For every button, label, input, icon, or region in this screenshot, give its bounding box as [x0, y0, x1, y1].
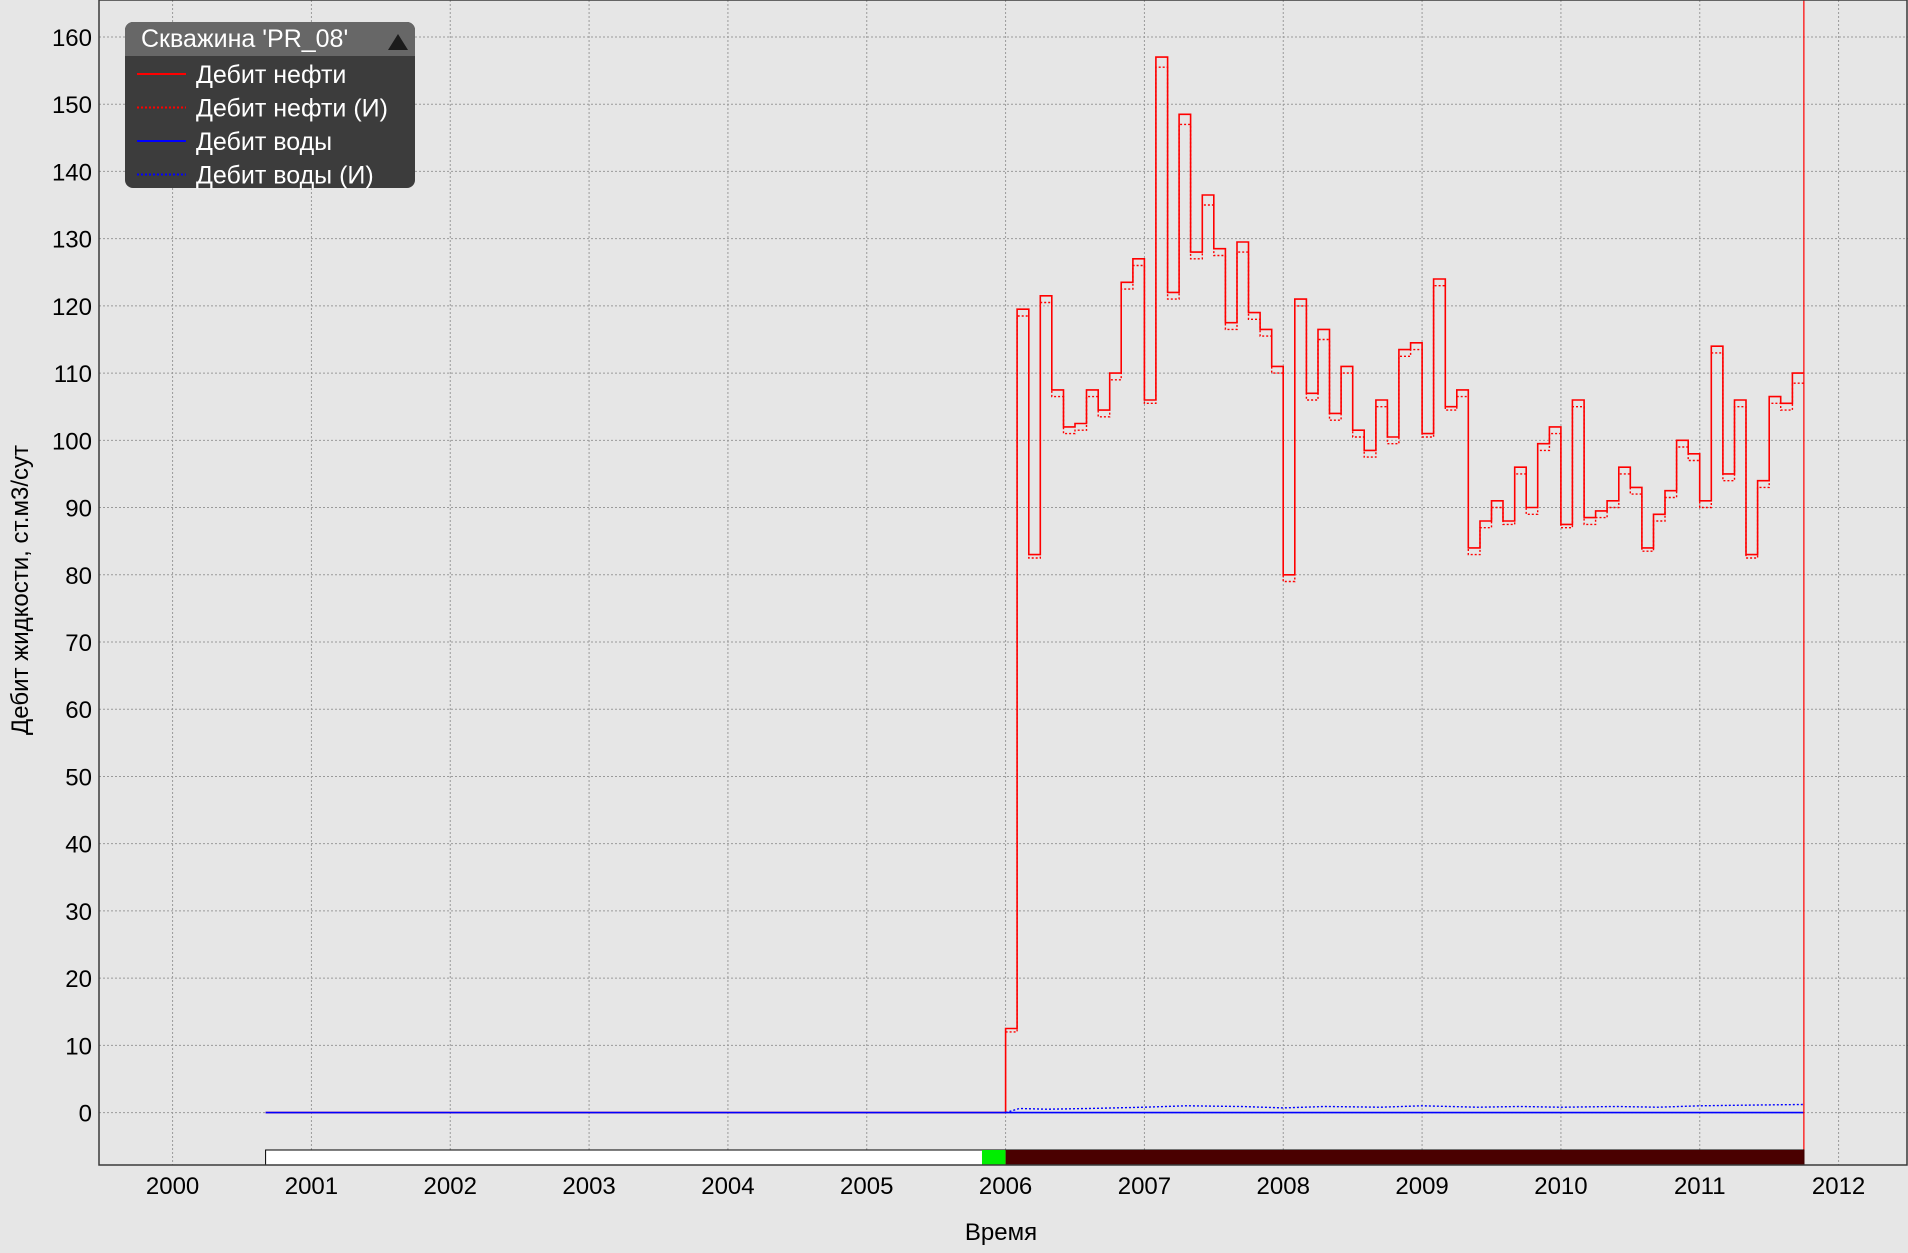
y-tick-label: 50	[65, 764, 92, 791]
x-tick-label: 2010	[1534, 1173, 1587, 1200]
legend-item-label: Дебит воды	[196, 128, 332, 156]
x-tick-label: 2006	[979, 1173, 1032, 1200]
plot-frame	[98, 0, 1908, 1166]
legend-item-label: Дебит воды (И)	[196, 162, 374, 190]
legend[interactable]: Скважина 'PR_08' Дебит нефти Дебит нефти …	[125, 22, 415, 190]
x-tick-label: 2007	[1118, 1173, 1171, 1200]
y-tick-label: 80	[65, 563, 92, 590]
axes: 0 10 20 30 40 50 60 70 80 90 100 110 120 130 140 150 160…	[52, 0, 1908, 1200]
y-tick-label: 100	[52, 428, 92, 455]
y-tick-label: 10	[65, 1033, 92, 1060]
legend-title: Скважина 'PR_08'	[141, 25, 348, 53]
timeline-history	[1005, 1150, 1804, 1165]
legend-background	[125, 22, 415, 188]
y-axis-title: Дебит жидкости, ст.м3/сут	[7, 445, 34, 735]
series-line[interactable]	[1005, 66, 1804, 1033]
y-tick-label: 150	[52, 92, 92, 119]
series-line[interactable]	[1005, 1103, 1804, 1114]
x-tick-label: 2000	[146, 1173, 199, 1200]
x-tick-label: 2009	[1395, 1173, 1448, 1200]
x-tick-label: 2011	[1674, 1173, 1726, 1200]
legend-item-label: Дебит нефти (И)	[196, 95, 388, 123]
y-tick-label: 30	[65, 899, 92, 926]
x-tick-label: 2001	[285, 1173, 338, 1200]
y-tick-label: 110	[54, 361, 92, 388]
legend-items: Дебит нефти Дебит нефти (И) Дебит воды Деби…	[137, 61, 388, 190]
triangle-up-icon[interactable]	[388, 34, 408, 50]
legend-item-label: Дебит нефти	[196, 61, 346, 89]
y-tick-label: 160	[52, 25, 92, 52]
y-tick-label: 60	[65, 697, 92, 724]
x-tick-label: 2005	[840, 1173, 893, 1200]
x-tick-label: 2012	[1812, 1173, 1865, 1200]
x-axis-title: Время	[965, 1219, 1037, 1246]
y-tick-label: 140	[52, 159, 92, 186]
y-tick-label: 40	[65, 832, 92, 859]
x-tick-label: 2004	[701, 1173, 754, 1200]
y-tick-label: 120	[52, 294, 92, 321]
x-tick-label: 2002	[424, 1173, 477, 1200]
timeline-history-start	[981, 1150, 1006, 1165]
y-tick-label: 130	[52, 227, 92, 254]
x-tick-label: 2008	[1257, 1173, 1310, 1200]
y-tick-label: 70	[65, 630, 92, 657]
plot-area[interactable]	[265, 0, 1805, 1165]
y-tick-label: 90	[65, 496, 92, 523]
y-tick-label: 0	[79, 1101, 92, 1128]
y-tick-label: 20	[65, 966, 92, 993]
x-tick-label: 2003	[562, 1173, 615, 1200]
timeline-bar	[265, 1149, 1805, 1166]
